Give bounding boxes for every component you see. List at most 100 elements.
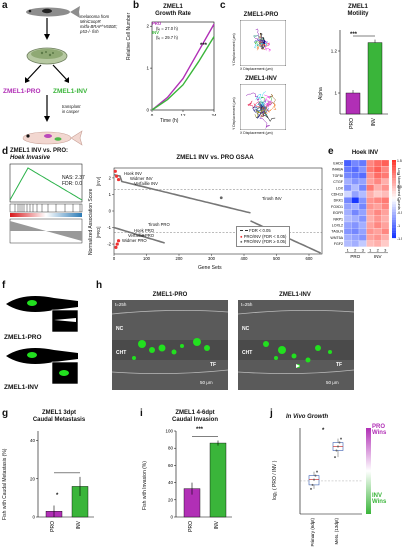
transplant-caption: transplant in casper — [62, 104, 80, 114]
heatmap-cell — [373, 190, 382, 198]
title-line: ZMEL1 — [348, 4, 368, 10]
heatmap-cell — [366, 190, 375, 198]
bar-pro — [345, 92, 361, 115]
gene-label: EHD2 — [333, 162, 343, 166]
title-line: Growth Rate — [155, 10, 191, 17]
metastasis-significance: * — [56, 493, 59, 499]
heatmap-cell — [351, 166, 360, 173]
gsea-title: ZMEL1 INV vs. PRO: Hoek Invasive — [10, 148, 68, 161]
heatmap-cell — [381, 221, 390, 229]
series-line-inv — [151, 36, 215, 111]
geneset-label: Hoek PRO — [134, 228, 155, 233]
wins-line: Wins — [372, 430, 387, 436]
cell-track — [262, 93, 276, 110]
gene-label: WNT5A — [330, 236, 343, 240]
heatmap-cell — [358, 184, 367, 192]
y-tick-label: 2 — [146, 24, 149, 29]
gsaa-title: ZMEL1 INV vs. PRO GSAA — [176, 154, 254, 161]
heatmap-cell — [358, 166, 367, 173]
heatmap-cell — [373, 234, 382, 241]
metastasis-ylabel: Fish with Caudal Metastasis (%) — [2, 448, 8, 520]
tirosh-inv-label: Tirosh INV — [262, 196, 282, 201]
growth-legend: PRO (tₑ = 27.0 h) INV (tₑ = 29.7 h) — [152, 21, 178, 40]
panel-g-label: g — [2, 408, 9, 419]
growth-xlabel: Time (h) — [160, 118, 179, 124]
column-number: 1 — [347, 247, 350, 252]
legend-text: PRO/INV (FDR < 0.05) — [243, 233, 287, 239]
panel-j-label: j — [270, 408, 273, 419]
data-point — [335, 449, 338, 452]
panel-i-label: i — [140, 408, 143, 419]
heatmap-cell — [351, 197, 360, 204]
data-point — [311, 483, 314, 486]
cell-track — [259, 100, 267, 110]
bar-inv — [367, 42, 383, 115]
colorbar-segment — [392, 225, 396, 228]
y-tick-label: 0 — [109, 209, 112, 214]
category-label: PRO — [50, 521, 56, 532]
motility-title: ZMEL1 Motility — [328, 4, 388, 17]
gsaa-ylabel: Normalized Association Score — [88, 188, 94, 255]
x-tick-label: 200 — [176, 256, 184, 261]
gsaa-ylabel-pro: [PRO] — [96, 226, 101, 238]
caption-line: mitfa-BRAF^V600E; — [80, 24, 118, 29]
data-point — [334, 456, 336, 459]
caption-line: p53-/- fish — [80, 29, 99, 34]
tracks-inv-title: ZMEL1-INV — [245, 76, 277, 82]
cell-track — [252, 103, 264, 113]
panel-c-label: c — [220, 0, 226, 11]
motility-ylabel: Alpha — [318, 87, 324, 100]
cell-track — [254, 105, 264, 119]
heatmap-cell — [373, 215, 382, 223]
category-label: INV — [371, 117, 377, 126]
pro-line-label: ZMEL1-PRO — [3, 88, 41, 95]
wins-line: INV — [372, 493, 383, 499]
timelapse-inv-image: t=25h NC CHT TF 50 μm — [238, 300, 354, 390]
colorbar-segment — [392, 165, 396, 168]
heatmap-cell — [343, 221, 352, 229]
gene-label: FOXD1 — [331, 205, 343, 209]
heatmap-cell — [351, 228, 360, 235]
colorbar-segment — [392, 235, 396, 239]
colorbar-tick: -1.5 — [397, 237, 402, 241]
pro-inv-sig-point — [113, 169, 117, 173]
colorbar-segment — [392, 196, 396, 200]
panel-e-label: e — [328, 146, 334, 157]
heatmap-cell — [373, 166, 382, 173]
colorbar-segment — [392, 162, 396, 166]
colorbar-segment — [392, 214, 396, 218]
bar-inv — [209, 442, 227, 518]
legend-text: FDR < 0.05 — [249, 228, 271, 233]
fish-source-caption: melanoma from MiniCoopR mitfa-BRAF^V600E… — [80, 14, 125, 34]
title-line: ZMEL1 3dpt — [42, 410, 76, 416]
data-point — [310, 487, 312, 490]
pro-ydisp-label: Y Displacement (μm) — [232, 33, 236, 66]
wins-line: Wins — [372, 499, 387, 505]
heatmap-cell — [343, 209, 352, 216]
colorbar-segment — [392, 199, 396, 202]
pro-cht-label: CHT — [116, 350, 127, 356]
heatmap-cell — [381, 209, 390, 216]
gsea-stats: NAS: 2.37 FDR: 0.0 — [62, 175, 85, 187]
inv-scale-bar: 50 μm — [326, 380, 339, 385]
title-line: Motility — [347, 10, 369, 17]
timelapse-pro-image: t=25h NC CHT TF 50 μm — [112, 300, 228, 390]
heatmap-cell — [366, 172, 375, 179]
geneset-label: Widmer PRO — [122, 238, 147, 243]
heatmap-cell — [373, 172, 382, 179]
colorbar-segment — [392, 180, 396, 184]
cell-track — [254, 38, 264, 46]
heatmap-cell — [373, 209, 382, 216]
colorbar-segment — [392, 175, 396, 179]
metastasis-bar-chart: 0 20 40 PRO INV — [30, 431, 94, 532]
heatmap-cell — [351, 215, 360, 223]
heatmap-cell — [381, 166, 390, 173]
geneset-label: Verfaillie PRO — [128, 233, 155, 238]
heatmap-cell — [366, 197, 375, 204]
heatmap-cell — [381, 234, 390, 241]
heatmap-cell — [358, 215, 367, 223]
caption-line: in casper — [62, 109, 79, 114]
x-tick-label: 24 — [211, 113, 216, 116]
title-line: Hoek Invasive — [10, 154, 51, 161]
colorbar-tick: 0 — [397, 198, 399, 202]
